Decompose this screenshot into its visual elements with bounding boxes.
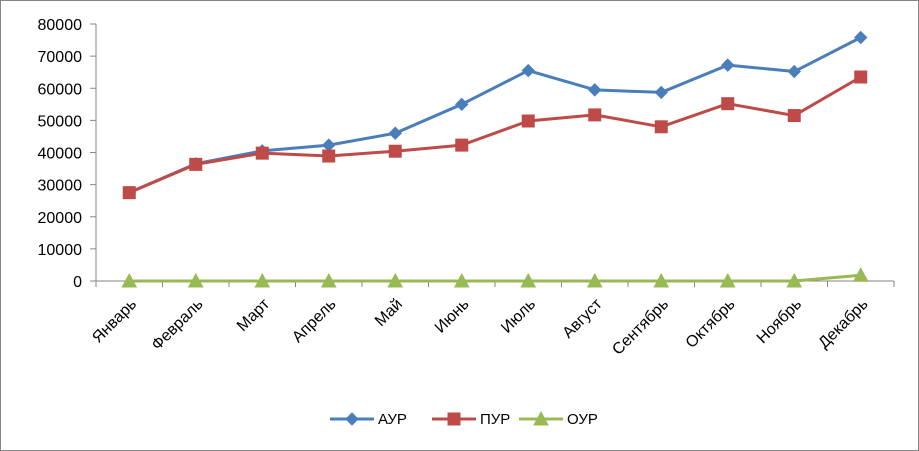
data-point-series-2	[520, 272, 537, 288]
y-tick-label: 40000	[38, 146, 83, 163]
data-point-series-1	[388, 144, 402, 158]
data-point-series-0	[854, 30, 868, 45]
data-point-series-1	[189, 157, 203, 171]
y-tick-label: 60000	[38, 81, 83, 98]
legend-swatch-marker	[533, 410, 549, 426]
x-tick-label: Январь	[89, 296, 140, 347]
data-point-series-0	[322, 138, 336, 152]
legend-label: АУР	[378, 411, 407, 428]
data-point-series-0	[455, 97, 469, 112]
x-tick-label: Июнь	[432, 296, 473, 337]
y-tick-label: 50000	[38, 113, 83, 130]
data-point-series-2	[786, 272, 803, 288]
legend-swatch-marker	[345, 412, 359, 426]
data-point-series-2	[387, 272, 404, 288]
data-point-series-1	[322, 149, 336, 163]
x-tick-label: Июль	[498, 296, 539, 337]
data-point-series-0	[388, 126, 402, 140]
y-axis: 0 10000 20000 30000 40000 50000 60000 70000 8000…	[38, 17, 97, 291]
data-point-series-1	[854, 70, 868, 84]
x-tick-label: Февраль	[149, 296, 207, 354]
data-point-series-0	[654, 85, 668, 100]
y-tick-label: 20000	[38, 210, 83, 227]
data-point-series-1	[455, 138, 469, 152]
legend: АУР ПУР ОУР	[330, 410, 598, 428]
y-tick-label: 70000	[38, 49, 83, 66]
data-point-series-2	[586, 272, 603, 288]
legend-swatch-marker	[447, 412, 461, 426]
data-point-series-1	[654, 120, 668, 134]
series-line-2	[129, 273, 861, 283]
x-tick-label: Март	[234, 295, 274, 335]
data-point-series-1	[787, 109, 801, 123]
data-point-series-1	[255, 146, 269, 160]
data-point-series-1	[721, 97, 735, 111]
data-point-series-2	[852, 267, 869, 282]
x-tick-label: Ноябрь	[754, 296, 805, 347]
data-point-series-1	[521, 114, 535, 128]
data-point-series-1	[122, 186, 136, 200]
data-point-series-2	[453, 272, 470, 288]
data-point-series-2	[121, 272, 138, 288]
y-tick-label: 80000	[38, 17, 83, 34]
data-point-series-0	[521, 63, 535, 78]
x-axis: Январь Февраль Март Апрель Май Июнь Июль Август…	[89, 280, 895, 359]
data-point-series-2	[187, 272, 204, 288]
y-tick-label: 30000	[38, 178, 83, 195]
y-tick-label: 0	[73, 274, 82, 291]
x-tick-label: Апрель	[289, 296, 339, 346]
y-tick-label: 10000	[38, 242, 83, 259]
series-area	[121, 30, 869, 288]
x-tick-label: Сентябрь	[609, 296, 672, 359]
series-line-0	[128, 36, 862, 195]
x-tick-label: Октябрь	[683, 296, 739, 352]
data-point-series-1	[588, 108, 602, 122]
data-point-series-2	[254, 272, 271, 288]
x-tick-label: Май	[372, 296, 406, 330]
series-line-1	[128, 75, 862, 195]
legend-label: ПУР	[480, 411, 510, 428]
data-point-series-2	[719, 272, 736, 288]
data-point-series-0	[588, 83, 602, 97]
x-tick-label: Август	[560, 295, 607, 342]
data-point-series-2	[653, 272, 670, 288]
data-point-series-0	[787, 64, 801, 79]
data-point-series-0	[721, 58, 735, 72]
x-tick-label: Декабрь	[815, 296, 871, 352]
legend-label: ОУР	[567, 411, 598, 428]
data-point-series-2	[320, 272, 337, 288]
